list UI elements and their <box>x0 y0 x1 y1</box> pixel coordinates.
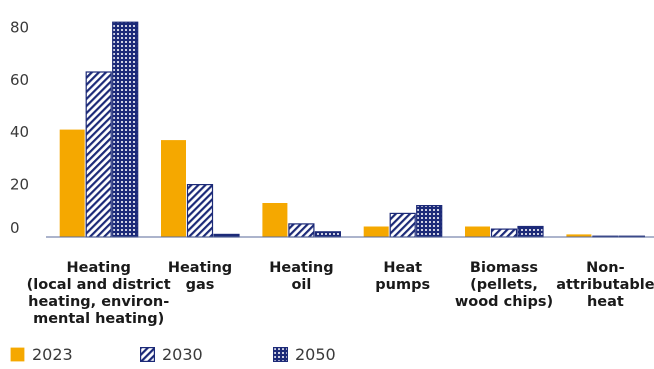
category-label-4: Biomass (pellets, wood chips) <box>455 260 553 310</box>
legend-item-2023: 2023 <box>10 345 73 364</box>
bar-2023-2 <box>262 203 288 237</box>
category-label-3: Heat pumps <box>375 260 430 293</box>
y-tick-label: 20 <box>10 176 29 194</box>
bar-2023-4 <box>465 226 490 237</box>
bar-2023-1 <box>161 140 186 237</box>
bar-2030-2 <box>288 223 315 238</box>
y-tick-label: 40 <box>10 123 29 141</box>
bar-2030-4 <box>490 228 518 238</box>
bar-chart: 0 20 40 60 80 Heating (local and district heat… <box>10 18 654 327</box>
category-label-1: Heating gas <box>168 260 232 293</box>
y-tick-label: 60 <box>10 71 29 89</box>
category-label-0: Heating (local and district heating, envir… <box>27 260 171 327</box>
bar-2050-3 <box>416 205 443 238</box>
legend-label: 2023 <box>32 345 73 364</box>
bar-2050-4 <box>517 225 544 238</box>
category-label-5: Non-attributable heat <box>556 260 654 310</box>
legend-swatch-2030 <box>140 347 155 362</box>
bar-2050-0 <box>112 21 139 238</box>
bar-2030-1 <box>186 184 214 238</box>
y-tick-label: 0 <box>10 219 20 237</box>
bar-2023-3 <box>363 226 389 237</box>
category-labels: Heating (local and district heating, envir… <box>27 260 654 327</box>
legend: 2023 2030 2050 <box>0 345 654 367</box>
bar-2030-0 <box>85 71 112 238</box>
legend-item-2030: 2030 <box>140 345 203 364</box>
legend-label: 2050 <box>295 345 336 364</box>
y-axis-ticks: 0 20 40 60 80 <box>10 18 29 237</box>
bar-2050-2 <box>314 231 341 238</box>
category-label-2: Heating oil <box>269 260 333 293</box>
bar-2030-3 <box>389 212 416 238</box>
bars <box>59 21 646 238</box>
y-tick-label: 80 <box>10 18 29 36</box>
legend-swatch-2050 <box>273 347 288 362</box>
legend-swatch-2023 <box>10 347 25 362</box>
bar-2023-5 <box>566 234 592 237</box>
legend-label: 2030 <box>162 345 203 364</box>
legend-item-2050: 2050 <box>273 345 336 364</box>
bar-2023-0 <box>59 129 85 237</box>
